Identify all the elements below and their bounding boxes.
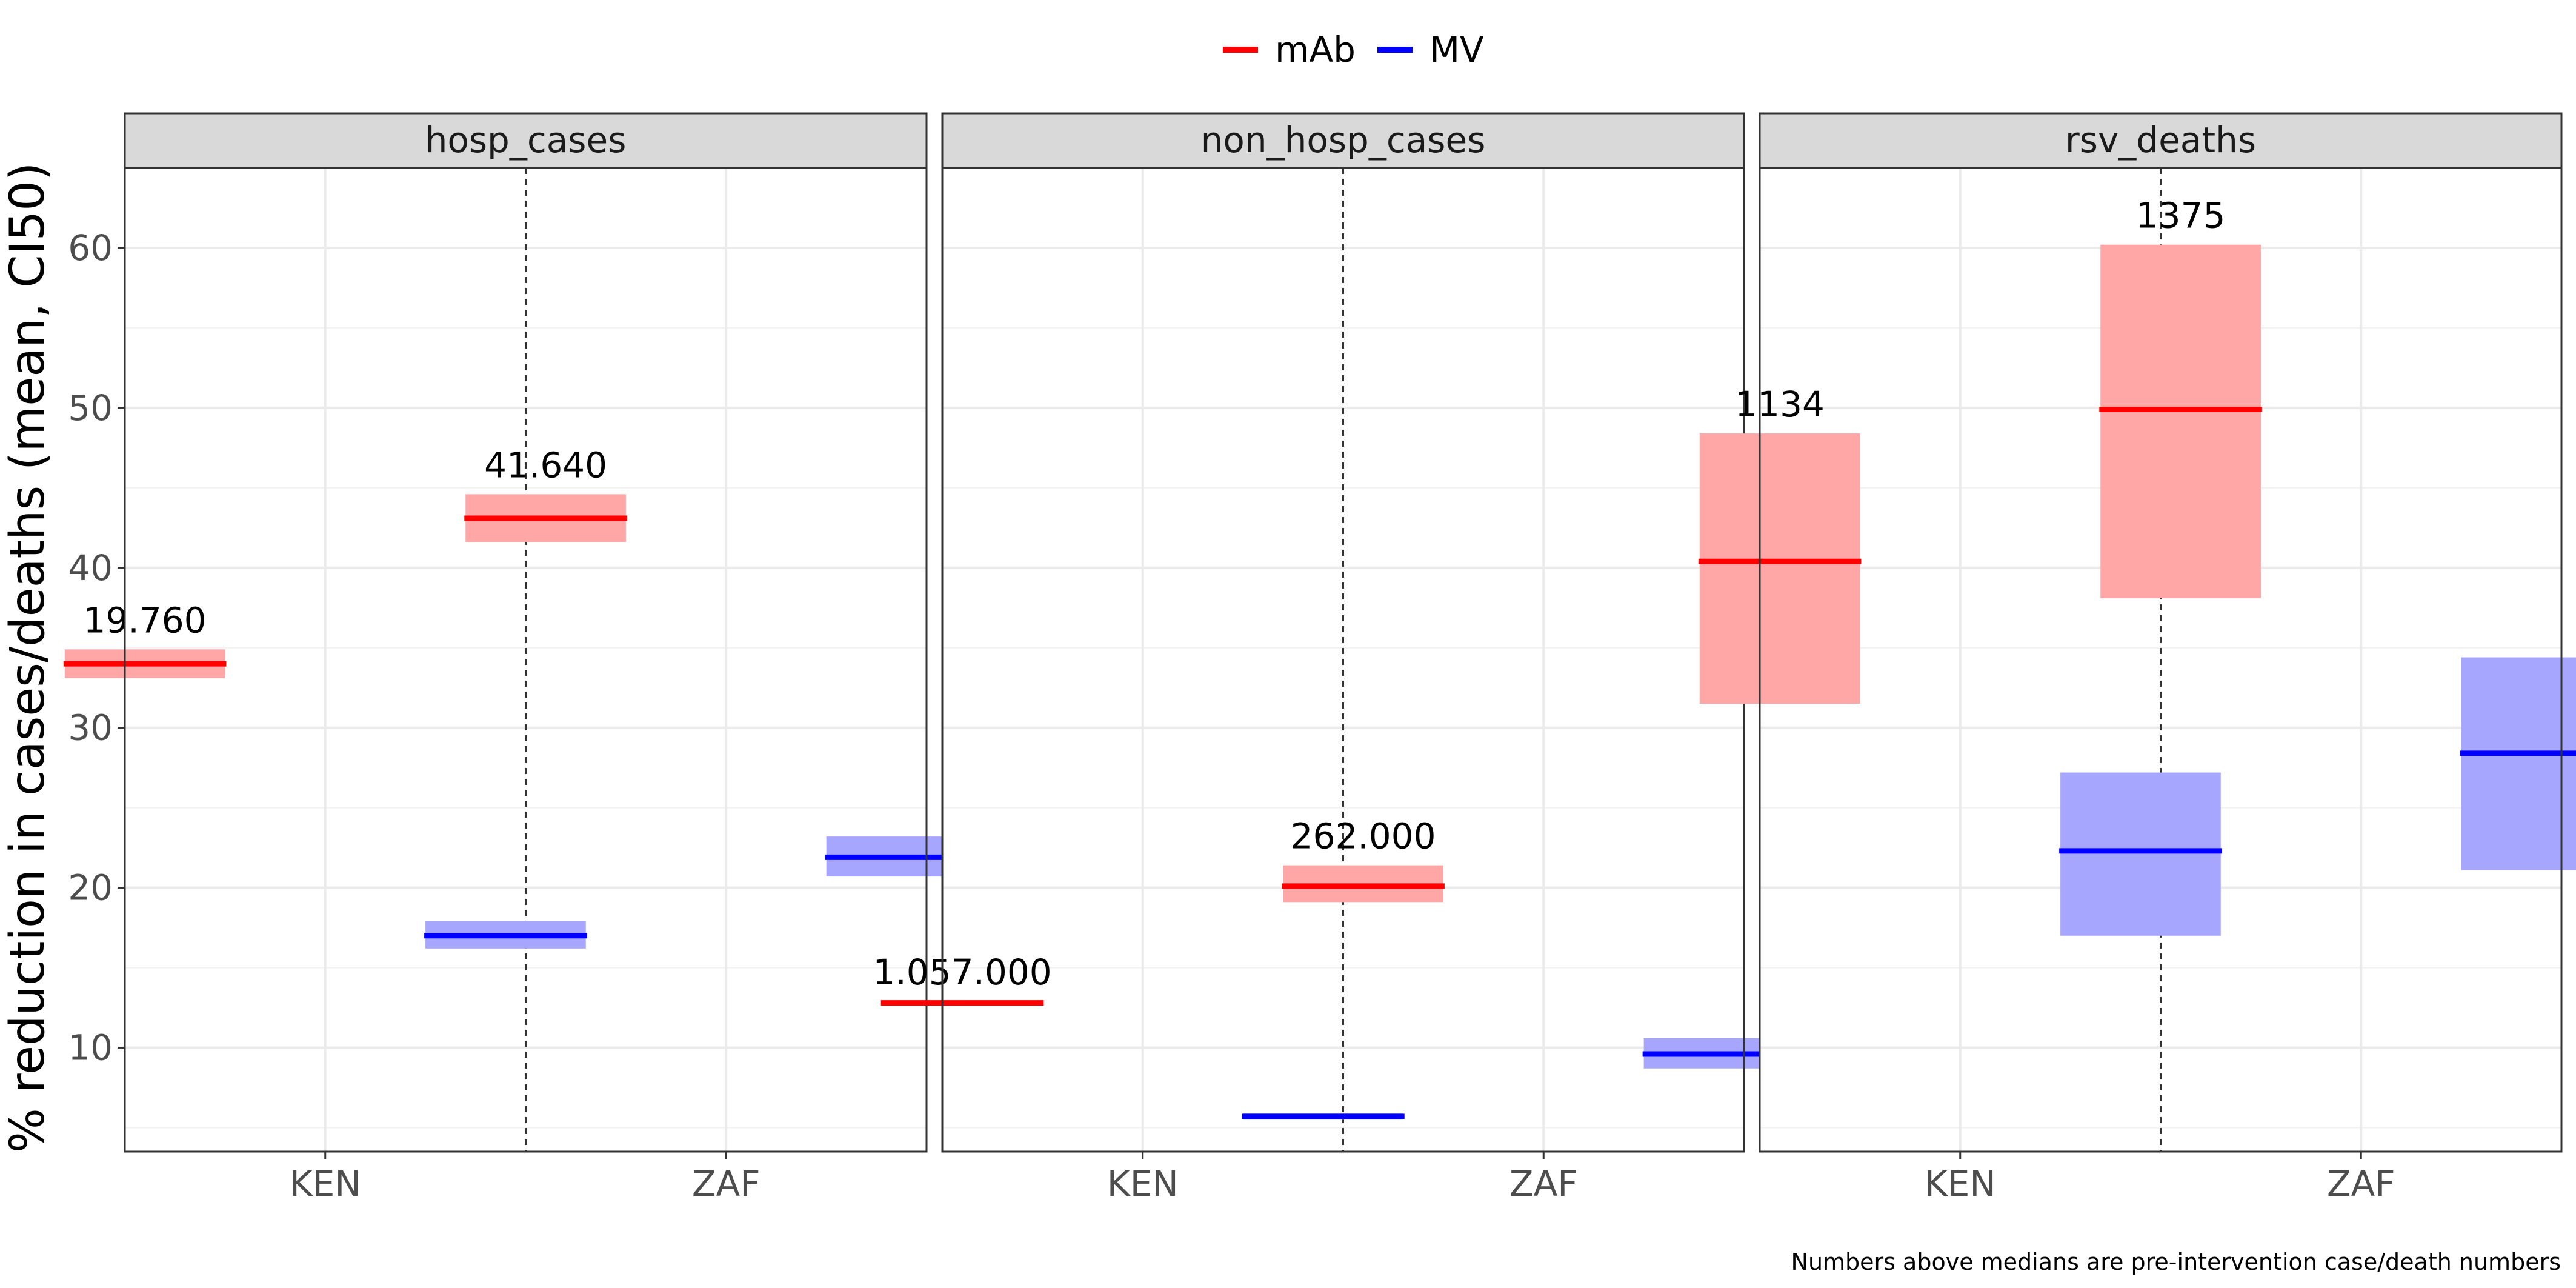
pre-intervention-label: 1375 xyxy=(2136,195,2226,236)
crossbar-ken-mab: 19.760 xyxy=(63,599,227,678)
panel-rsv_deaths: 1134 1375 rsv_deaths KEN ZAF xyxy=(1698,112,2576,1204)
pre-intervention-label: 262.000 xyxy=(1291,816,1436,857)
x-tick-label: KEN xyxy=(1107,1163,1179,1204)
panel-hosp_cases: 19.760 41.640 hosp_cases KEN ZAF xyxy=(63,112,988,1204)
legend: mAb MV xyxy=(1223,29,1484,70)
crossbar-zaf-mv xyxy=(2460,657,2576,870)
y-tick-label: 10 xyxy=(68,1027,113,1068)
strip-background xyxy=(1759,112,2563,169)
legend-label-mv: MV xyxy=(1429,29,1484,70)
panels: 19.760 41.640 hosp_cases KEN ZAF 1.057.000 262… xyxy=(63,112,2576,1204)
pre-intervention-label: 19.760 xyxy=(84,599,207,641)
ci50-band xyxy=(2461,657,2576,870)
y-tick-label: 50 xyxy=(68,387,113,429)
y-tick-label: 20 xyxy=(68,867,113,909)
crossbar-ken-mab: 1.057.000 xyxy=(873,952,1052,1006)
legend-label-mab: mAb xyxy=(1275,29,1356,70)
crossbar-ken-mab: 1134 xyxy=(1698,384,1862,704)
panel-non_hosp_cases: 1.057.000 262.000 non_hosp_cases KEN ZAF xyxy=(873,112,1806,1204)
ci50-band xyxy=(2060,772,2221,936)
strip-label: hosp_cases xyxy=(425,119,627,161)
x-tick-label: KEN xyxy=(290,1163,361,1204)
strip-label: rsv_deaths xyxy=(2065,119,2256,161)
pre-intervention-label: 1134 xyxy=(1735,384,1825,425)
ci50-band xyxy=(1699,433,1860,704)
pre-intervention-label: 1.057.000 xyxy=(873,952,1051,993)
crossbar-ken-mv xyxy=(2059,772,2222,936)
crossbar-zaf-mab: 262.000 xyxy=(1282,816,1445,903)
x-tick-label: ZAF xyxy=(2327,1163,2395,1204)
x-tick-label: KEN xyxy=(1925,1163,1996,1204)
ci50-band xyxy=(2100,244,2261,598)
caption: Numbers above medians are pre-interventi… xyxy=(1791,1249,2561,1275)
strip-label: non_hosp_cases xyxy=(1201,119,1486,161)
crossbar-ken-mv xyxy=(424,921,587,949)
strip-background xyxy=(124,112,928,169)
pre-intervention-label: 41.640 xyxy=(484,444,607,486)
crossbar-zaf-mab: 41.640 xyxy=(464,444,627,542)
y-tick-label: 40 xyxy=(68,547,113,589)
x-tick-label: ZAF xyxy=(692,1163,760,1204)
y-tick-label: 30 xyxy=(68,707,113,749)
strip-background xyxy=(941,112,1745,169)
x-tick-label: ZAF xyxy=(1509,1163,1578,1204)
y-axis-label: % reduction in cases/deaths (mean, CI50) xyxy=(1,162,55,1153)
y-tick-label: 60 xyxy=(68,227,113,269)
y-axis-ticks: 10 20 30 40 50 60 xyxy=(68,227,125,1068)
crossbar-ken-mv xyxy=(1242,1113,1405,1120)
crossbar-zaf-mab: 1375 xyxy=(2099,195,2262,598)
